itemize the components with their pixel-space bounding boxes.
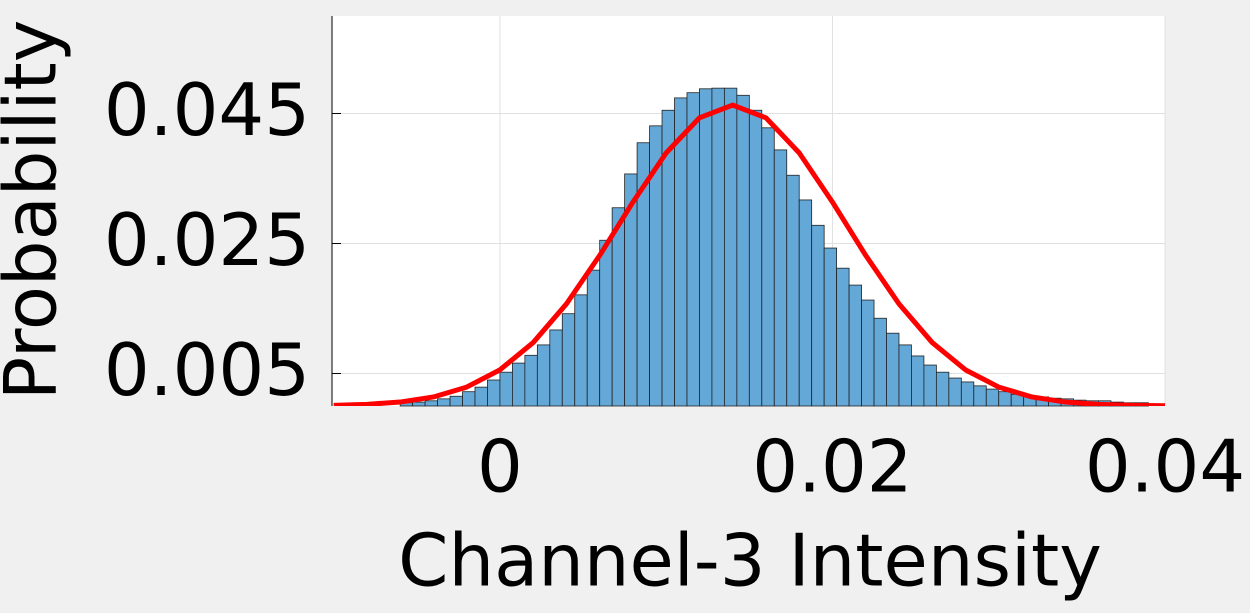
- bar: [462, 391, 476, 407]
- bar: [798, 199, 813, 407]
- bar: [886, 332, 900, 407]
- bar: [711, 87, 725, 407]
- bar: [960, 381, 975, 407]
- bar: [699, 88, 713, 407]
- bar: [487, 379, 501, 407]
- bar: [898, 344, 912, 407]
- bar: [998, 391, 1012, 407]
- x-tick-label: 0.04: [1085, 425, 1245, 509]
- bar: [524, 354, 538, 407]
- bar: [861, 299, 875, 407]
- bar: [561, 313, 576, 407]
- y-tick-label: 0.025: [104, 198, 310, 282]
- y-tick-label: 0.045: [104, 68, 310, 152]
- bar: [424, 400, 438, 407]
- bar: [973, 385, 987, 407]
- bar: [811, 224, 825, 407]
- bar: [848, 284, 862, 407]
- x-tick-label: 0: [477, 425, 523, 509]
- bar: [686, 92, 700, 407]
- bar: [935, 371, 950, 407]
- fit-line: [333, 102, 1165, 406]
- bar: [773, 149, 788, 407]
- bar: [748, 109, 763, 407]
- bar: [723, 87, 738, 407]
- bars: [399, 87, 1149, 407]
- bar: [574, 294, 588, 407]
- bar: [873, 317, 887, 407]
- bar: [437, 398, 451, 407]
- bar: [923, 364, 937, 407]
- bar: [412, 401, 426, 407]
- bar: [611, 207, 626, 407]
- bar: [549, 329, 563, 407]
- x-axis-label: Channel-3 Intensity: [398, 519, 1102, 603]
- bar: [536, 344, 551, 407]
- bar: [836, 267, 850, 407]
- bar: [911, 355, 925, 407]
- bar: [948, 377, 962, 407]
- y-tick-label: 0.005: [104, 328, 310, 412]
- bar: [586, 269, 601, 407]
- bar: [449, 395, 463, 407]
- bar: [823, 247, 838, 407]
- bar: [499, 371, 513, 407]
- bar: [736, 94, 750, 407]
- bar: [599, 239, 613, 407]
- y-axis-label: Probability: [0, 20, 73, 401]
- bar: [512, 362, 526, 407]
- x-tick-label: 0.02: [752, 425, 912, 509]
- lines: [333, 102, 1165, 406]
- bar: [761, 127, 775, 407]
- bar: [985, 388, 1000, 407]
- bar: [474, 386, 488, 407]
- bar: [786, 174, 800, 407]
